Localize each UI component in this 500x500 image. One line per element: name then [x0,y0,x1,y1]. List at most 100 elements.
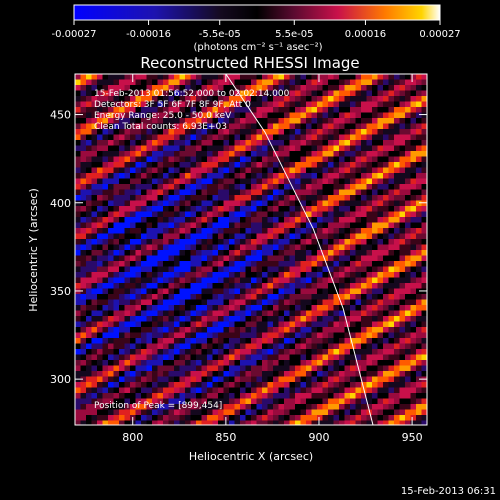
heatmap-cell [152,376,158,383]
heatmap-cell [267,404,274,410]
heatmap-cell [124,140,131,146]
heatmap-cell [394,200,400,207]
heatmap-cell [124,371,131,377]
solar-limb-line [225,74,374,425]
heatmap-cell [372,266,378,273]
heatmap-cell [240,354,246,361]
heatmap-cell [388,145,395,152]
heatmap-cell [218,349,224,355]
heatmap-cell [168,404,175,410]
heatmap-cell [196,310,202,317]
heatmap-cell [322,266,329,273]
heatmap-cell [322,327,329,333]
heatmap-cell [113,145,120,152]
heatmap-cell [229,156,235,163]
heatmap-cell [102,156,109,163]
heatmap-cell [284,327,290,333]
heatmap-cell [399,178,406,185]
heatmap-cell [306,354,312,361]
heatmap-cell [75,338,81,344]
heatmap-cell [108,79,114,86]
heatmap-cell [377,354,384,361]
heatmap-cell [223,299,230,306]
heatmap-cell [311,393,318,399]
heatmap-cell [201,321,208,328]
heatmap-cell [218,129,224,135]
heatmap-cell [328,244,334,251]
heatmap-cell [377,85,384,91]
heatmap-cell [355,420,362,425]
heatmap-cell [405,129,411,135]
heatmap-cell [339,354,345,361]
heatmap-cell [399,228,406,234]
heatmap-cell [317,332,323,339]
heatmap-cell [383,233,389,240]
heatmap-cell [377,79,384,86]
heatmap-cell [366,266,373,273]
heatmap-cell [141,316,147,322]
heatmap-cell [163,327,169,333]
heatmap-cell [256,178,263,185]
heatmap-cell [97,162,103,168]
heatmap-cell [212,371,219,377]
heatmap-cell [278,288,285,295]
heatmap-cell [174,272,180,278]
heatmap-cell [86,299,92,306]
heatmap-cell [421,79,427,86]
heatmap-cell [207,90,213,97]
x-tick-label: 900 [308,431,329,444]
heatmap-cell [322,184,329,190]
heatmap-cell [141,332,147,339]
heatmap-cell [196,178,202,185]
heatmap-cell [350,332,356,339]
heatmap-cell [97,420,103,425]
heatmap-cell [350,261,356,267]
heatmap-cell [388,195,395,201]
heatmap-cell [267,288,274,295]
heatmap-cell [223,393,230,399]
heatmap-cell [234,272,241,278]
heatmap-cell [135,129,142,135]
heatmap-cell [75,409,81,416]
heatmap-cell [410,173,417,179]
heatmap-cell [333,173,340,179]
heatmap-cell [196,382,202,388]
heatmap-cell [300,178,307,185]
heatmap-cell [135,200,142,207]
heatmap-cell [86,305,92,311]
heatmap-cell [289,310,296,317]
heatmap-cell [130,239,136,245]
heatmap-cell [102,200,109,207]
heatmap-cell [289,178,296,185]
heatmap-cell [218,354,224,361]
heatmap-cell [311,343,318,350]
heatmap-cell [124,173,131,179]
heatmap-cell [135,145,142,152]
heatmap-cell [130,277,136,284]
heatmap-cell [207,156,213,163]
heatmap-cell [207,343,213,350]
heatmap-cell [146,184,153,190]
heatmap-cell [80,255,87,262]
heatmap-cell [102,354,109,361]
heatmap-cell [289,404,296,410]
heatmap-cell [152,90,158,97]
heatmap-cell [284,239,290,245]
heatmap-cell [152,167,158,174]
heatmap-cell [273,140,279,146]
heatmap-cell [388,200,395,207]
heatmap-cell [185,96,191,102]
heatmap-cell [372,134,378,141]
heatmap-cell [124,261,131,267]
heatmap-cell [91,123,98,130]
heatmap-cell [179,316,186,322]
heatmap-cell [91,233,98,240]
heatmap-cell [366,217,373,223]
heatmap-cell [207,211,213,218]
heatmap-cell [344,90,351,97]
heatmap-cell [383,250,389,256]
heatmap-cell [157,200,164,207]
heatmap-cell [240,398,246,405]
heatmap-cell [256,90,263,97]
heatmap-cell [185,239,191,245]
